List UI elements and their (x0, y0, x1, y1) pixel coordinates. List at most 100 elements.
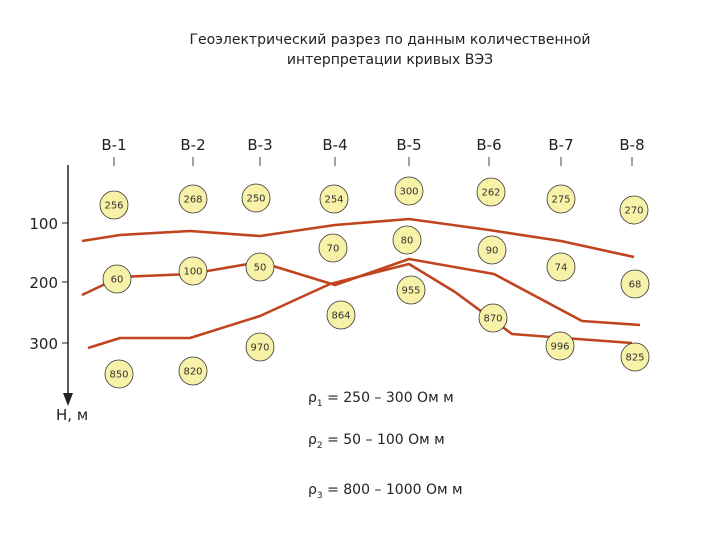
station-label: В-7 (548, 136, 573, 154)
resistivity-marker-layer3: 850 (104, 359, 134, 389)
station-label: В-1 (101, 136, 126, 154)
resistivity-value: 256 (104, 201, 123, 212)
resistivity-value: 825 (625, 353, 644, 364)
resistivity-marker-layer3: 820 (178, 356, 208, 386)
boundary-2 (81, 257, 641, 327)
legend-symbol: ρ (308, 432, 317, 448)
station-label: В-5 (396, 136, 421, 154)
resistivity-marker-layer1: 268 (178, 184, 208, 214)
resistivity-value: 300 (399, 187, 418, 198)
resistivity-marker-layer3: 970 (245, 332, 275, 362)
resistivity-marker-layer3: 870 (478, 303, 508, 333)
resistivity-circle (318, 233, 348, 263)
legend-text: = 50 – 100 Ом м (322, 432, 445, 448)
resistivity-circle (619, 195, 649, 225)
legend-text: = 800 – 1000 Ом м (322, 482, 463, 498)
resistivity-circle (476, 177, 506, 207)
resistivity-value: 250 (246, 194, 265, 205)
resistivity-value: 90 (486, 246, 499, 257)
legend-subscript: 1 (316, 398, 323, 409)
resistivity-value: 850 (109, 370, 128, 381)
resistivity-value: 74 (555, 263, 568, 274)
resistivity-marker-layer2: 68 (620, 269, 650, 299)
resistivity-circle (620, 342, 650, 372)
resistivity-value: 70 (327, 244, 340, 255)
resistivity-value: 80 (401, 236, 414, 247)
resistivity-value: 60 (111, 275, 124, 286)
resistivity-circle (104, 359, 134, 389)
resistivity-circle (99, 190, 129, 220)
station-label: В-3 (247, 136, 272, 154)
resistivity-marker-layer1: 256 (99, 190, 129, 220)
resistivity-marker-layer3: 825 (620, 342, 650, 372)
resistivity-marker-layer3: 864 (326, 300, 356, 330)
layer-boundaries (81, 217, 641, 350)
resistivity-circle (546, 184, 576, 214)
resistivity-circle (178, 256, 208, 286)
legend-text: = 250 – 300 Ом м (322, 390, 454, 406)
resistivity-marker-layer1: 275 (546, 184, 576, 214)
resistivity-circle (394, 176, 424, 206)
resistivity-value: 820 (183, 367, 202, 378)
resistivity-circle (102, 264, 132, 294)
resistivity-value: 864 (331, 311, 350, 322)
resistivity-value: 996 (550, 342, 569, 353)
station-label: В-4 (322, 136, 347, 154)
resistivity-marker-layer1: 270 (619, 195, 649, 225)
depth-tick-label: 200 (29, 274, 58, 292)
diagram-title: Геоэлектрический разрез по данным количе… (120, 30, 660, 70)
resistivity-circle (245, 252, 275, 282)
resistivity-circle (546, 252, 576, 282)
resistivity-marker-layer2: 60 (102, 264, 132, 294)
resistivity-circle (478, 303, 508, 333)
depth-tick-label: 100 (29, 215, 58, 233)
legend-rho-1: ρ1 = 250 – 300 Ом м (308, 390, 454, 409)
resistivity-circle (178, 184, 208, 214)
resistivity-value: 254 (324, 195, 343, 206)
resistivity-marker-layer2: 80 (392, 225, 422, 255)
depth-axis: 100 200 300 Н, м (29, 165, 88, 424)
resistivity-marker-layer1: 300 (394, 176, 424, 206)
title-line-1: Геоэлектрический разрез по данным количе… (189, 32, 591, 48)
resistivity-value: 50 (254, 263, 267, 274)
boundary-1 (81, 217, 635, 259)
resistivity-marker-layer1: 250 (241, 183, 271, 213)
resistivity-labels: 256 268 250 254 300 262 275 270 60 100 50 70 80 90 74 6… (99, 176, 650, 389)
boundary-3 (87, 262, 633, 350)
depth-axis-label: Н, м (56, 406, 88, 424)
resistivity-value: 275 (551, 195, 570, 206)
resistivity-value: 100 (183, 267, 202, 278)
resistivity-circle (477, 235, 507, 265)
resistivity-marker-layer2: 50 (245, 252, 275, 282)
resistivity-marker-layer3: 996 (545, 331, 575, 361)
resistivity-marker-layer1: 254 (319, 184, 349, 214)
station-label: В-8 (619, 136, 644, 154)
station-label: В-2 (180, 136, 205, 154)
resistivity-value: 262 (481, 188, 500, 199)
depth-axis-arrow (63, 393, 73, 406)
resistivity-circle (178, 356, 208, 386)
station-labels: В-1 В-2 В-3 В-4 В-5 В-6 В-7 В-8 (101, 136, 645, 166)
resistivity-circle (620, 269, 650, 299)
legend-subscript: 2 (316, 440, 323, 451)
resistivity-circle (326, 300, 356, 330)
resistivity-circle (392, 225, 422, 255)
legend-symbol: ρ (308, 390, 317, 406)
resistivity-marker-layer2: 74 (546, 252, 576, 282)
legend-rho-3: ρ3 = 800 – 1000 Ом м (308, 482, 463, 501)
resistivity-value: 68 (629, 280, 642, 291)
resistivity-circle (245, 332, 275, 362)
depth-tick-label: 300 (29, 335, 58, 353)
resistivity-marker-layer2: 100 (178, 256, 208, 286)
resistivity-circle (545, 331, 575, 361)
title-line-2: интерпретации кривых ВЭЗ (286, 52, 494, 68)
resistivity-value: 268 (183, 195, 202, 206)
resistivity-circle (241, 183, 271, 213)
legend-symbol: ρ (308, 482, 317, 498)
legend-subscript: 3 (316, 490, 323, 501)
station-label: В-6 (476, 136, 501, 154)
resistivity-value: 955 (401, 286, 420, 297)
resistivity-circle (396, 275, 426, 305)
resistivity-circle (319, 184, 349, 214)
